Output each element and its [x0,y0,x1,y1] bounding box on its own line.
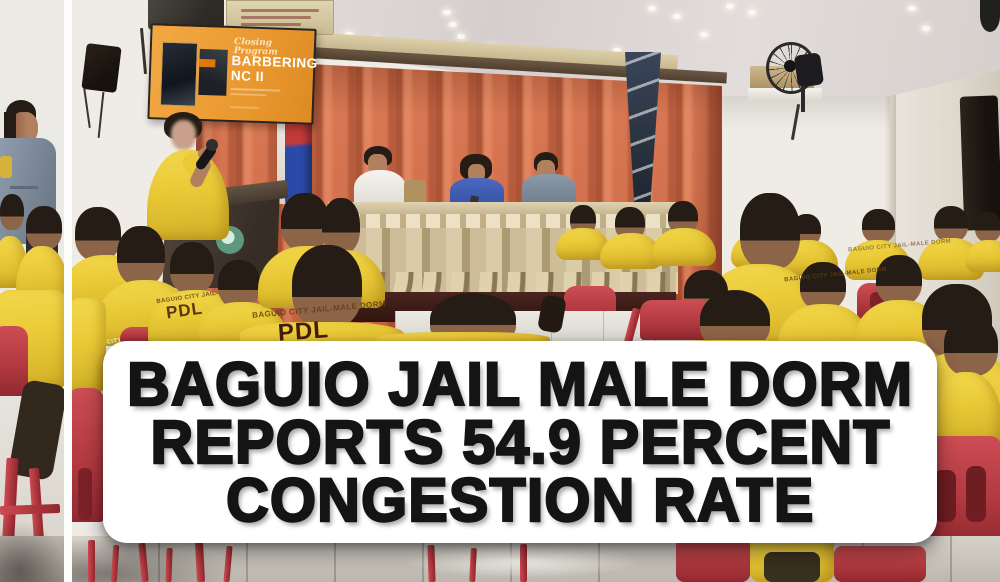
fan-motor [793,52,825,88]
main-photo: Closing Program BARBERING NC II [72,0,1000,582]
ceiling-light [449,22,457,27]
philippine-flag-white-fold [277,94,287,204]
headline-overlay: BAGUIO JAIL MALE DORM REPORTS 54.9 PERCE… [103,341,937,543]
chair-leg [165,547,173,582]
audience-head [292,245,362,329]
audience-head [75,207,121,261]
ceiling-light [648,6,656,11]
speaker-man-face-blur [171,120,196,150]
audience-shoulders [965,240,1000,272]
red-chair [0,326,28,396]
audience-head [740,193,800,270]
audience-head [218,260,260,308]
audience-head-bowed [700,290,770,348]
ceiling-light [922,26,930,31]
corner-fan [980,0,1000,32]
fan-mount [801,86,805,112]
ceiling-light [673,14,681,19]
ceiling-light [613,48,621,53]
ceiling-light [457,34,465,39]
headline-line-3: CONGESTION RATE [225,466,815,534]
slide-text-bar [229,105,260,109]
red-chair [834,546,926,582]
chair-crossbar [0,503,61,516]
red-chair [676,538,750,582]
audience-head [322,198,360,254]
audience-back [72,298,106,394]
audience-head [0,194,24,230]
audience-head [944,316,998,376]
audience-head [934,206,968,242]
ceiling-light [700,32,708,37]
left-photo-strip [0,0,65,582]
audience-shoulders [600,233,662,269]
audience-head [26,206,62,250]
audience-head [800,262,846,310]
ceiling-light [726,4,734,9]
tv-screen: Closing Program BARBERING NC II [147,23,318,125]
red-chair-cutout [934,470,956,522]
official-blue-face [468,164,485,182]
speaker-box-right [959,95,1000,231]
plaque-text-line [241,23,301,26]
slide-photo-tag [199,58,216,68]
slide-text-bar [230,92,267,97]
audience-head [862,209,895,243]
audience-shoulders [652,228,716,266]
guard-pocket-line [10,186,38,189]
plaque-text-line [241,16,311,19]
chair-leg [88,540,95,582]
ceiling-light [748,10,756,15]
dark-shorts [764,552,820,582]
ceiling-light [443,10,451,15]
fan-hub [784,60,796,72]
slide-photo [198,48,228,96]
ceiling-light [908,6,916,11]
headline-line-2: REPORTS 54.9 PERCENT [149,408,891,476]
audience-head [170,242,214,294]
red-chair-cutout [966,466,986,522]
floor-shadow [72,540,232,582]
audience-head [876,255,922,305]
red-chair-cutout [78,468,92,520]
slide-text-bar [230,87,281,92]
microphone-head [206,139,218,151]
official-white-face [368,154,387,174]
slide-course-level: NC II [230,67,265,85]
audience-back [930,372,1000,444]
chair-leg [427,544,436,582]
wooden-chair [404,180,426,206]
floor-shadow [0,520,65,582]
slide-photo [159,41,199,107]
photo-divider [64,0,72,582]
audience-head [117,226,165,286]
audience-head [281,193,329,251]
wall-speaker-left [81,43,122,93]
floor [0,536,65,582]
audience-head [975,212,1000,242]
guard-hair-back [4,112,16,142]
headline-line-1: BAGUIO JAIL MALE DORM [126,350,914,418]
guard-shoulder-patch [0,156,12,178]
plaque-text-line [241,9,319,12]
chair-leg [520,544,527,582]
